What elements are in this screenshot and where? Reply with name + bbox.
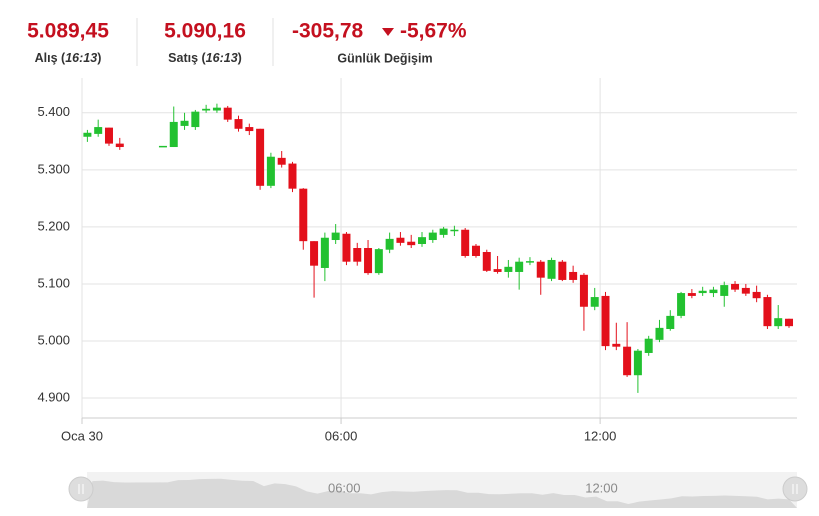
candle-body — [407, 241, 416, 246]
candle-body — [439, 228, 448, 235]
bid-time: 16:13 — [65, 51, 97, 65]
candle-body — [364, 248, 373, 274]
navigator: 06:00 12:00 — [68, 472, 808, 508]
candle-body — [234, 119, 243, 129]
bid-label-end: ) — [97, 51, 101, 65]
change-value: -305,78 — [292, 20, 364, 43]
candle-body — [612, 343, 621, 347]
navigator-label: 12:00 — [585, 480, 618, 495]
candle-body — [450, 229, 459, 232]
y-tick-label: 5.000 — [37, 332, 70, 347]
candle-body — [785, 318, 794, 327]
candle-body — [655, 327, 664, 340]
candle-body — [623, 346, 632, 376]
candle-body — [741, 287, 750, 294]
candle-body — [525, 261, 534, 263]
candle-body — [590, 297, 599, 307]
y-tick-label: 5.400 — [37, 104, 70, 119]
candle-body — [601, 295, 610, 347]
x-tick-label: Oca 30 — [61, 428, 103, 443]
candle-body — [709, 289, 718, 294]
candle-body — [504, 266, 513, 272]
y-tick-label: 5.200 — [37, 218, 70, 233]
candle-body — [633, 350, 642, 376]
candle-body — [644, 338, 653, 353]
candle-body — [223, 107, 232, 120]
candle-body — [299, 188, 308, 242]
candle-body — [461, 229, 470, 256]
candle-body — [353, 248, 362, 262]
navigator-label: 06:00 — [328, 480, 361, 495]
bid-value: 5.089,45 — [27, 20, 109, 43]
ask-time: 16:13 — [206, 51, 238, 65]
bid-caption: Alış (16:13) — [35, 51, 102, 65]
candle-body — [720, 285, 729, 296]
candle-body — [245, 127, 254, 132]
candle-body — [687, 293, 696, 296]
candle-body — [418, 237, 427, 245]
ask-label-end: ) — [238, 51, 242, 65]
candle-body — [731, 283, 740, 290]
down-arrow-icon — [382, 28, 394, 36]
candle-body — [320, 237, 329, 268]
bid-label: Alış ( — [35, 51, 66, 65]
candle-body — [331, 232, 340, 241]
candle-body — [666, 315, 675, 330]
candle-body — [212, 107, 221, 111]
candle-body — [698, 290, 707, 294]
candle-body — [191, 111, 200, 128]
candle-body — [277, 157, 286, 165]
navigator-area — [87, 478, 797, 508]
x-tick-label: 06:00 — [325, 428, 358, 443]
candle-body — [94, 127, 103, 134]
candle-body — [547, 259, 556, 279]
candle-body — [482, 251, 491, 271]
candle-body — [374, 249, 383, 274]
ask-value: 5.090,16 — [164, 20, 246, 43]
candle-body — [579, 274, 588, 307]
navigator-handle[interactable] — [68, 476, 94, 502]
candle-body — [763, 297, 772, 327]
candle-body — [515, 261, 524, 272]
candle-body — [310, 241, 319, 266]
ask-caption: Satış (16:13) — [168, 51, 242, 65]
candle-body — [158, 145, 167, 148]
candle-body — [536, 261, 545, 278]
candle-body — [342, 233, 351, 262]
candle-body — [752, 291, 761, 299]
candle-body — [385, 238, 394, 250]
candle-body — [396, 237, 405, 243]
y-tick-label: 4.900 — [37, 389, 70, 404]
candle-body — [104, 127, 113, 144]
ask-label: Satış ( — [168, 51, 206, 65]
candle-body — [169, 121, 178, 148]
candle-body — [288, 163, 297, 189]
y-tick-label: 5.300 — [37, 161, 70, 176]
candle-body — [471, 245, 480, 256]
candle-body — [569, 271, 578, 280]
candle-body — [677, 293, 686, 316]
candle-body — [256, 128, 265, 186]
candle-body — [493, 269, 502, 272]
x-tick-label: 12:00 — [584, 428, 617, 443]
change-caption: Günlük Değişim — [337, 51, 432, 65]
candle-body — [266, 156, 275, 186]
candle-body — [202, 108, 211, 111]
candle-body — [83, 132, 92, 137]
candle-body — [115, 143, 124, 148]
y-tick-label: 5.100 — [37, 275, 70, 290]
navigator-handle[interactable] — [782, 476, 808, 502]
change-percent: -5,67% — [400, 20, 467, 43]
candle-body — [558, 261, 567, 280]
candle-body — [428, 232, 437, 241]
candlestick-chart: 4.900 5.000 5.100 5.200 5.300 5.400 Oca 30 06:0… — [37, 78, 797, 443]
candle-body — [774, 318, 783, 327]
candle-body — [180, 120, 189, 126]
